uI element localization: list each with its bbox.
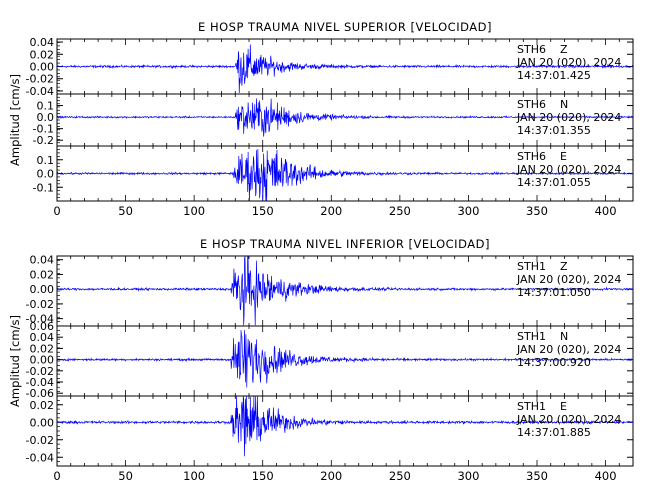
x-tick-label: 300 bbox=[457, 469, 479, 483]
y-tick-label: 0.04 bbox=[30, 36, 55, 49]
trace-line bbox=[56, 44, 634, 93]
record-time: 14:37:01.050 bbox=[517, 286, 591, 299]
chart-block: E HOSP TRAUMA NIVEL INFERIOR [VELOCIDAD]… bbox=[8, 237, 634, 483]
x-tick-label: 0 bbox=[53, 469, 60, 483]
x-tick-label: 350 bbox=[526, 469, 548, 483]
y-tick-label: 0.02 bbox=[30, 48, 55, 61]
x-tick-label: 200 bbox=[320, 469, 342, 483]
y-tick-label: -0.04 bbox=[26, 85, 54, 98]
trace-line bbox=[56, 330, 634, 388]
y-tick-label: 0.1 bbox=[37, 100, 55, 113]
y-tick-label: -0.02 bbox=[26, 365, 54, 378]
y-tick-label: 0.00 bbox=[30, 61, 55, 74]
y-tick-label: -0.1 bbox=[33, 123, 54, 136]
record-time: 14:37:01.355 bbox=[517, 124, 591, 137]
x-tick-label: 400 bbox=[595, 204, 617, 218]
y-tick-label: 0.04 bbox=[30, 254, 55, 267]
chart-title: E HOSP TRAUMA NIVEL SUPERIOR [VELOCIDAD] bbox=[198, 20, 492, 34]
station-code: STH6 bbox=[517, 43, 546, 56]
component-code: E bbox=[560, 400, 567, 413]
component-code: Z bbox=[560, 260, 568, 273]
y-tick-label: -0.04 bbox=[26, 313, 54, 326]
record-date: JAN 20 (020), 2024 bbox=[516, 343, 621, 356]
y-tick-label: 0.00 bbox=[30, 283, 55, 296]
y-tick-label: 0.02 bbox=[30, 268, 55, 281]
record-time: 14:37:01.055 bbox=[517, 176, 591, 189]
y-tick-label: 0.00 bbox=[30, 416, 55, 429]
x-tick-label: 300 bbox=[457, 204, 479, 218]
station-code: STH1 bbox=[517, 400, 546, 413]
record-date: JAN 20 (020), 2024 bbox=[516, 163, 621, 176]
record-date: JAN 20 (020), 2024 bbox=[516, 56, 621, 69]
y-tick-label: -0.02 bbox=[26, 434, 54, 447]
station-label: STH1 Z bbox=[517, 260, 568, 273]
y-tick-label: -0.06 bbox=[26, 387, 54, 400]
trace-line bbox=[56, 396, 634, 457]
station-code: STH1 bbox=[517, 260, 546, 273]
x-tick-label: 250 bbox=[389, 469, 411, 483]
x-tick-label: 250 bbox=[389, 204, 411, 218]
y-tick-label: 0.0 bbox=[37, 111, 55, 124]
station-label: STH6 N bbox=[517, 98, 568, 111]
y-axis-label: Amplitud [cm/s] bbox=[8, 315, 22, 407]
y-tick-label: -0.04 bbox=[26, 451, 54, 464]
station-label: STH6 Z bbox=[517, 43, 568, 56]
component-code: N bbox=[560, 330, 568, 343]
y-tick-label: 0.0 bbox=[37, 168, 55, 181]
y-tick-label: -0.04 bbox=[26, 376, 54, 389]
trace-line bbox=[56, 149, 634, 201]
x-tick-label: 0 bbox=[53, 204, 60, 218]
record-date: JAN 20 (020), 2024 bbox=[516, 413, 621, 426]
station-label: STH1 E bbox=[517, 400, 567, 413]
station-label: STH6 E bbox=[517, 150, 567, 163]
component-code: Z bbox=[560, 43, 568, 56]
y-tick-label: 0.00 bbox=[30, 354, 55, 367]
chart-block: E HOSP TRAUMA NIVEL SUPERIOR [VELOCIDAD]… bbox=[8, 20, 634, 218]
x-tick-label: 150 bbox=[252, 469, 274, 483]
trace-line bbox=[56, 256, 634, 326]
y-tick-label: -0.02 bbox=[26, 298, 54, 311]
x-tick-label: 350 bbox=[526, 204, 548, 218]
y-axis-label: Amplitud [cm/s] bbox=[8, 74, 22, 166]
record-time: 14:37:01.885 bbox=[517, 426, 591, 439]
y-tick-label: 0.02 bbox=[30, 399, 55, 412]
x-tick-label: 100 bbox=[183, 469, 205, 483]
component-code: N bbox=[560, 98, 568, 111]
station-code: STH6 bbox=[517, 150, 546, 163]
y-tick-label: -0.02 bbox=[26, 73, 54, 86]
x-tick-label: 400 bbox=[595, 469, 617, 483]
y-tick-label: 0.02 bbox=[30, 342, 55, 355]
record-time: 14:37:00.920 bbox=[517, 356, 591, 369]
component-code: E bbox=[560, 150, 567, 163]
chart-title: E HOSP TRAUMA NIVEL INFERIOR [VELOCIDAD] bbox=[200, 237, 490, 251]
record-date: JAN 20 (020), 2024 bbox=[516, 273, 621, 286]
x-tick-label: 100 bbox=[183, 204, 205, 218]
y-tick-label: 0.04 bbox=[30, 331, 55, 344]
station-code: STH6 bbox=[517, 98, 546, 111]
station-label: STH1 N bbox=[517, 330, 568, 343]
x-tick-label: 50 bbox=[118, 469, 133, 483]
x-tick-label: 200 bbox=[320, 204, 342, 218]
y-tick-label: -0.1 bbox=[33, 181, 54, 194]
record-time: 14:37:01.425 bbox=[517, 69, 591, 82]
x-tick-label: 150 bbox=[252, 204, 274, 218]
x-tick-label: 50 bbox=[118, 204, 133, 218]
y-tick-label: 0.1 bbox=[37, 154, 55, 167]
y-tick-label: 0.06 bbox=[30, 320, 55, 333]
trace-line bbox=[56, 98, 634, 137]
station-code: STH1 bbox=[517, 330, 546, 343]
trace-panel: 0.060.040.020.00-0.02-0.04-0.06 STH1 NJAN … bbox=[26, 320, 634, 400]
y-tick-label: -0.2 bbox=[33, 134, 54, 147]
record-date: JAN 20 (020), 2024 bbox=[516, 111, 621, 124]
